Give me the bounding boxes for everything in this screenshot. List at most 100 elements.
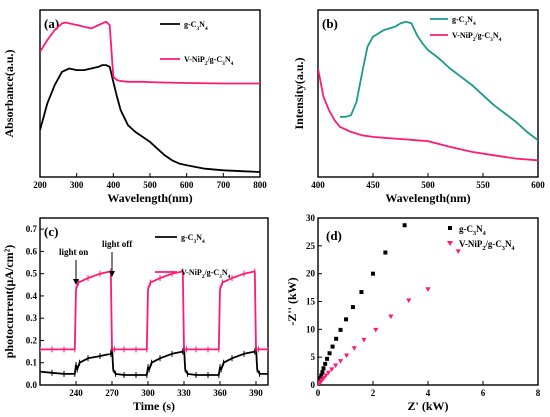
x-tick-label: 400: [311, 180, 325, 190]
data-point: [351, 346, 357, 351]
y-tick-label: 20: [306, 269, 316, 279]
data-point: [327, 351, 332, 356]
plot-area: [318, 223, 461, 385]
data-point: [319, 373, 324, 378]
data-point: [361, 337, 367, 343]
legend-label: g-C3N4: [184, 20, 208, 32]
legend-label: g-C3N4: [459, 224, 486, 237]
panel-label: (d): [326, 228, 342, 243]
x-axis-label: Wavelength(nm): [385, 191, 470, 205]
panel-b: 400 450 500 550 600 Wavelength(nm) Intensity(a…: [292, 9, 545, 205]
x-axis-label: Z' (kW): [407, 399, 448, 413]
y-tick-label: 0.3: [26, 313, 38, 323]
data-point: [425, 287, 431, 292]
panel-c: 240 270 300 330 360 390 0.0 0.1 0.2 0.3 0.4 0.5 0.6 0…: [2, 217, 269, 413]
x-tick-label: 500: [421, 180, 435, 190]
data-point: [455, 249, 461, 254]
panel-a: 200 300 400 500 600 700 800 Wavelength(nm) Absor…: [2, 9, 267, 205]
legend-marker: [447, 241, 453, 246]
plot-area: [40, 20, 260, 173]
y-axis-label: -Z'' (kW): [285, 277, 299, 325]
panel-label: (c): [44, 224, 58, 239]
panel-label: (a): [44, 16, 59, 31]
data-point: [325, 356, 330, 361]
x-tick-label: 390: [249, 388, 263, 398]
y-axis-label: Absorbance(a.u.): [2, 49, 16, 137]
series-line: [340, 20, 538, 142]
data-point: [406, 298, 412, 303]
x-tick-label: 600: [180, 180, 194, 190]
y-axis-label: Intensity(a.u.): [292, 57, 306, 129]
y-tick-label: 0.2: [26, 335, 38, 345]
data-point: [402, 223, 407, 228]
x-tick-label: 500: [143, 180, 157, 190]
x-tick-label: 450: [366, 180, 380, 190]
data-point: [329, 367, 335, 373]
legend-label: V-NiP2/g-C3N4: [459, 239, 515, 252]
x-tick-label: 330: [177, 388, 191, 398]
y-tick-label: 0.5: [26, 269, 38, 279]
legend-label: g-C3N4: [181, 233, 205, 245]
x-tick-label: 360: [213, 388, 227, 398]
data-point: [371, 271, 375, 276]
series-line: [40, 20, 260, 85]
x-tick-label: 600: [531, 180, 545, 190]
data-point: [325, 370, 332, 376]
data-point: [383, 250, 388, 255]
panel-label: (b): [322, 16, 338, 31]
y-tick-label: 5: [311, 352, 316, 362]
plot-area: [318, 20, 538, 162]
data-point: [330, 344, 335, 349]
legend-label: V-NiP2/g-C3N4: [452, 31, 502, 43]
series-line: [40, 64, 260, 173]
y-tick-label: 15: [306, 297, 316, 307]
y-tick-label: 30: [306, 213, 316, 223]
data-point: [333, 363, 339, 369]
x-tick-label: 400: [107, 180, 121, 190]
legend-label: V-NiP2/g-C3N4: [184, 55, 234, 67]
data-point: [338, 327, 343, 332]
y-tick-label: 0.6: [26, 246, 38, 256]
x-tick-label: 270: [105, 388, 119, 398]
series-line: [40, 346, 268, 376]
x-tick-label: 300: [141, 388, 155, 398]
legend-label: V-NiP2/g-C3N4: [181, 268, 231, 280]
x-axis-label: Time (s): [133, 399, 175, 413]
data-point: [388, 314, 394, 320]
x-tick-label: 0: [316, 388, 321, 398]
data-point: [323, 373, 329, 379]
data-point: [359, 290, 364, 295]
y-tick-label: 25: [306, 241, 316, 251]
y-tick-label: 0.1: [26, 358, 38, 368]
data-point: [350, 305, 355, 310]
x-tick-label: 800: [253, 180, 267, 190]
x-tick-label: 240: [69, 388, 83, 398]
series-line: [318, 68, 538, 162]
x-tick-label: 8: [536, 388, 541, 398]
x-axis-label: Wavelength(nm): [107, 191, 192, 205]
y-tick-label: 0.7: [26, 224, 38, 234]
data-point: [321, 366, 326, 371]
y-tick-label: 0: [311, 380, 316, 390]
data-point: [344, 317, 349, 322]
plot-frame: [317, 9, 539, 178]
y-axis-label: photocurrent(μA/cm²): [2, 245, 16, 359]
data-point: [323, 361, 328, 366]
data-point: [373, 327, 379, 333]
data-point: [337, 359, 344, 364]
legend-marker: [448, 226, 452, 230]
x-tick-label: 4: [426, 388, 431, 398]
data-point: [334, 336, 339, 341]
x-tick-label: 200: [33, 180, 47, 190]
data-point: [320, 370, 325, 375]
data-point: [321, 376, 327, 381]
x-tick-label: 2: [371, 388, 376, 398]
x-tick-label: 300: [70, 180, 84, 190]
y-tick-label: 0.4: [26, 291, 38, 301]
annotation-arrowhead: [73, 279, 79, 285]
annotation-arrowhead: [109, 271, 115, 277]
data-point: [344, 353, 350, 359]
plot-frame: [39, 9, 261, 178]
x-tick-label: 6: [481, 388, 486, 398]
